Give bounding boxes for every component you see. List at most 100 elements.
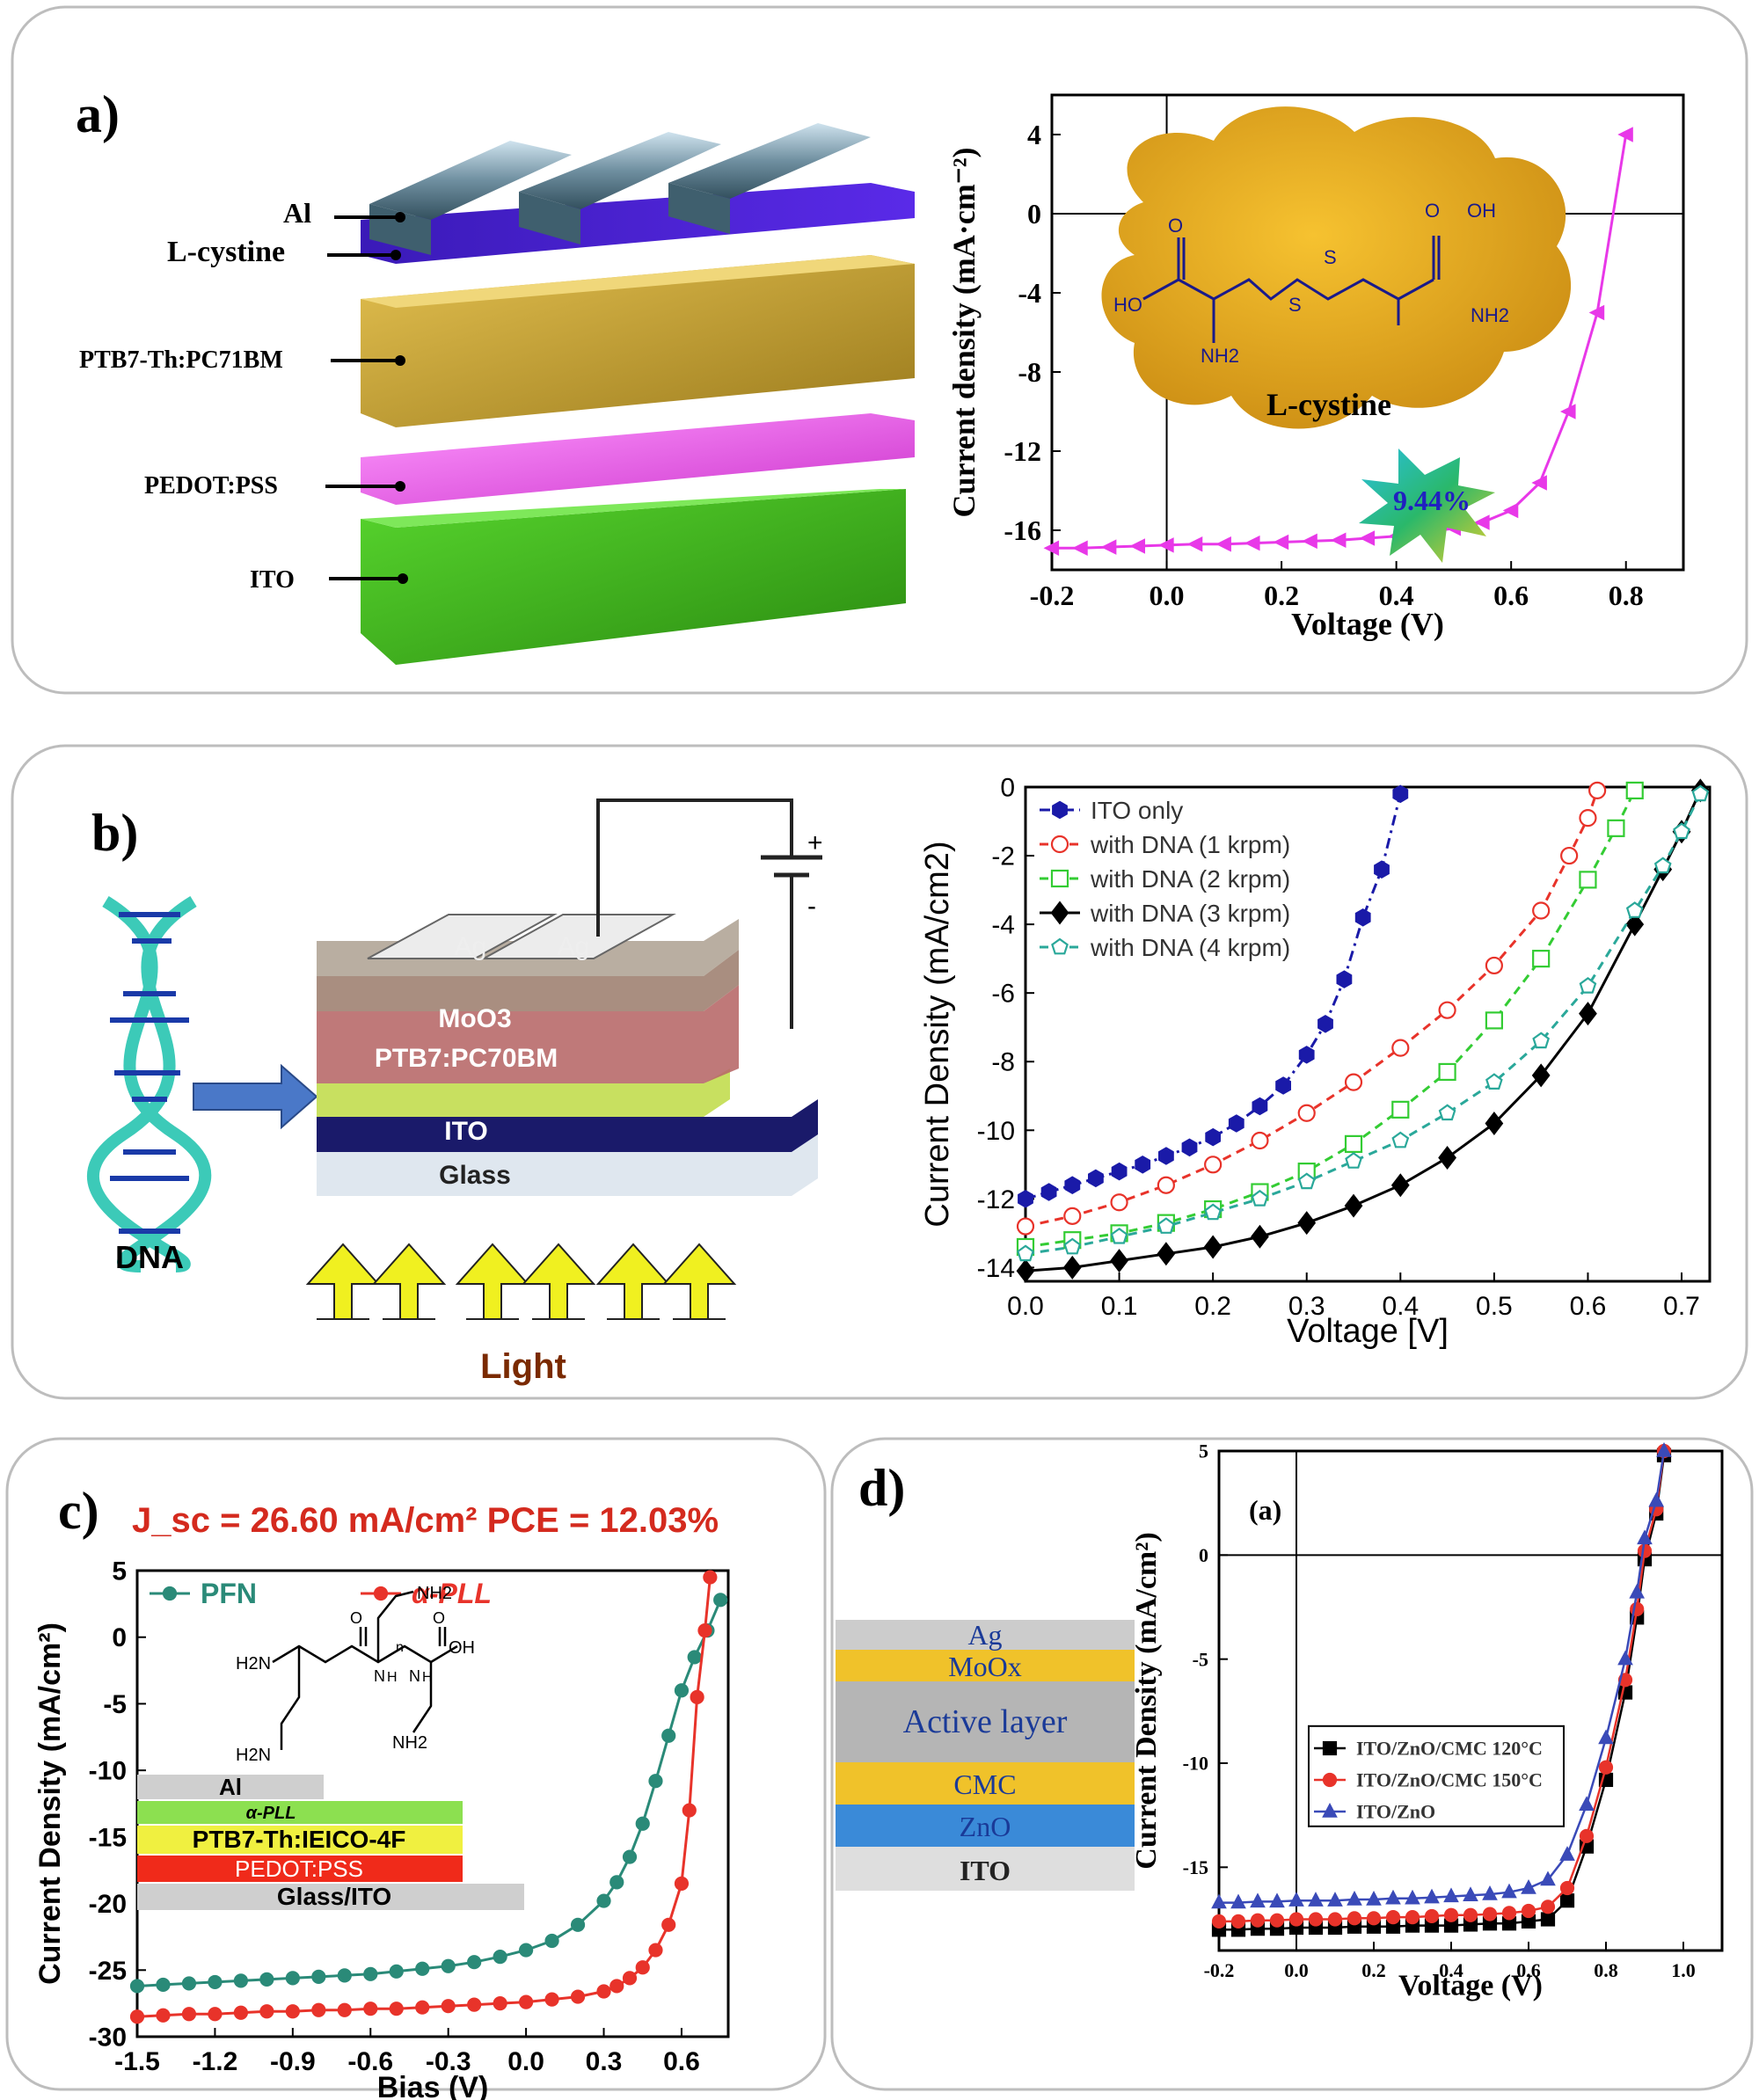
data-point-a-0 — [1186, 536, 1203, 552]
x-tick-label-a: 0.2 — [1264, 580, 1299, 611]
legend-label-d: ITO/ZnO/CMC 120°C — [1356, 1738, 1543, 1760]
x-tick-label-d: 0.0 — [1284, 1959, 1309, 1981]
data-point-d-2 — [1230, 1893, 1246, 1909]
data-point-c-1 — [682, 1803, 697, 1818]
data-point-d-2 — [1617, 1650, 1633, 1666]
data-point-c-0 — [661, 1728, 676, 1743]
data-point-c-1 — [493, 1996, 507, 2011]
data-point-d-2 — [1463, 1886, 1478, 1901]
panel-c-headline: J_sc = 26.60 mA/cm² PCE = 12.03% — [132, 1501, 719, 1540]
data-point-d-1 — [1327, 1912, 1343, 1927]
stack-label-glass-ito: Glass/ITO — [277, 1883, 391, 1910]
data-point-b-2 — [1485, 1011, 1503, 1030]
data-point-b-2 — [1344, 1134, 1363, 1153]
x-tick-label-a: 0.8 — [1609, 580, 1644, 611]
d-stack-label-cmc: CMC — [953, 1768, 1016, 1800]
data-point-a-0 — [1043, 540, 1060, 557]
data-point-b-4 — [1625, 901, 1644, 918]
data-point-c-0 — [259, 1972, 274, 1987]
glass-label: Glass — [439, 1161, 511, 1190]
data-point-b-0 — [1205, 1127, 1222, 1147]
y-tick-label-b: -2 — [991, 842, 1015, 871]
data-point-b-1 — [1438, 1001, 1456, 1019]
panel-d-letter: d) — [858, 1459, 905, 1517]
x-tick-label-c: -0.9 — [270, 2047, 316, 2076]
ptb7-label: PTB7:PC70BM — [375, 1044, 558, 1073]
data-point-d-2 — [1598, 1729, 1614, 1745]
y-tick-label-b: -10 — [977, 1117, 1015, 1146]
data-point-b-0 — [1087, 1169, 1104, 1188]
c-mol-h2n-bottom: H2N — [236, 1746, 271, 1765]
x-tick-label-d: 0.6 — [1516, 1959, 1541, 1981]
data-point-d-1 — [1269, 1913, 1285, 1928]
data-point-c-0 — [208, 1974, 223, 1990]
x-tick-label-d: 0.4 — [1439, 1959, 1463, 1981]
data-point-b-3 — [1016, 1258, 1035, 1283]
y-tick-label-c: -20 — [89, 1890, 127, 1919]
data-point-d-1 — [1288, 1912, 1304, 1927]
data-point-b-0 — [1252, 1097, 1268, 1116]
data-point-d-1 — [1366, 1911, 1382, 1926]
series-d-2 — [1211, 1441, 1672, 1909]
data-point-b-3 — [1579, 1002, 1597, 1026]
x-tick-label-b: 0.0 — [1007, 1292, 1044, 1321]
dna-layer — [317, 1068, 730, 1117]
data-point-c-1 — [389, 2002, 404, 2016]
legend-marker-b — [1050, 901, 1069, 925]
data-point-b-4 — [1297, 1172, 1316, 1190]
y-tick-label-d: -5 — [1193, 1648, 1208, 1670]
cloud-shape — [1101, 106, 1572, 429]
data-point-d-2 — [1648, 1491, 1665, 1507]
mol-s-2: S — [1324, 246, 1337, 268]
l-cystine-molecule-inset: O OH HO O NH2 NH2 S S L-cystine 9.44% — [1101, 106, 1572, 563]
data-point-d-1 — [1230, 1914, 1246, 1929]
data-point-d-2 — [1405, 1889, 1420, 1905]
efficiency-starburst — [1359, 448, 1495, 563]
c-mol-h-2: H — [422, 1670, 433, 1685]
y-axis-label-a: Current density (mA·cm⁻²) — [946, 147, 982, 517]
data-point-d-1 — [1598, 1760, 1614, 1775]
data-point-c-1 — [156, 2008, 171, 2023]
data-point-c-1 — [129, 2009, 145, 2024]
dna-helix — [87, 896, 212, 1272]
data-point-d-2 — [1366, 1890, 1382, 1906]
d-stack-moox — [836, 1650, 1135, 1681]
y-tick-label-c: -15 — [89, 1823, 127, 1852]
series-b-0 — [1018, 784, 1409, 1208]
panel-c-letter: c) — [58, 1482, 99, 1540]
data-point-b-1 — [1063, 1207, 1082, 1225]
mol-o-2: O — [1425, 200, 1440, 222]
data-point-b-4 — [1673, 822, 1690, 840]
data-point-a-0 — [1072, 540, 1088, 557]
data-point-c-1 — [285, 2004, 300, 2019]
data-point-d-2 — [1540, 1870, 1556, 1886]
data-point-c-1 — [648, 1943, 663, 1958]
data-point-c-1 — [544, 1992, 559, 2007]
mol-ho: HO — [1113, 294, 1142, 316]
x-tick-label-d: -0.2 — [1204, 1959, 1235, 1981]
data-point-c-1 — [467, 1997, 482, 2012]
pcbm-layer — [317, 985, 739, 1083]
panel-d-inset-label: (a) — [1249, 1494, 1281, 1526]
y-tick-label-c: -30 — [89, 2023, 127, 2053]
data-point-a-0 — [1215, 536, 1231, 552]
data-point-d-2 — [1288, 1892, 1304, 1907]
data-point-b-0 — [1317, 1015, 1333, 1033]
data-point-b-1 — [1297, 1104, 1316, 1122]
data-point-c-0 — [596, 1893, 611, 1908]
data-point-b-3 — [1157, 1242, 1176, 1266]
data-point-d-2 — [1559, 1846, 1575, 1861]
data-point-b-4 — [1391, 1131, 1410, 1148]
data-point-d-1 — [1385, 1910, 1401, 1925]
data-point-b-0 — [1135, 1156, 1151, 1174]
x-axis-label-b: Voltage [V] — [1287, 1313, 1449, 1350]
d-stack-cmc — [836, 1762, 1135, 1805]
data-point-c-0 — [687, 1650, 702, 1665]
data-point-a-0 — [1302, 533, 1317, 550]
data-point-c-0 — [181, 1976, 197, 1991]
panel-d-stack: Ag MoOx Active layer CMC ZnO ITO — [836, 1619, 1135, 1891]
data-point-a-0 — [1129, 538, 1146, 554]
y-tick-label-a: -8 — [1018, 356, 1041, 388]
series-line-c-0 — [136, 1599, 722, 1987]
y-tick-label-a: -12 — [1004, 435, 1041, 467]
